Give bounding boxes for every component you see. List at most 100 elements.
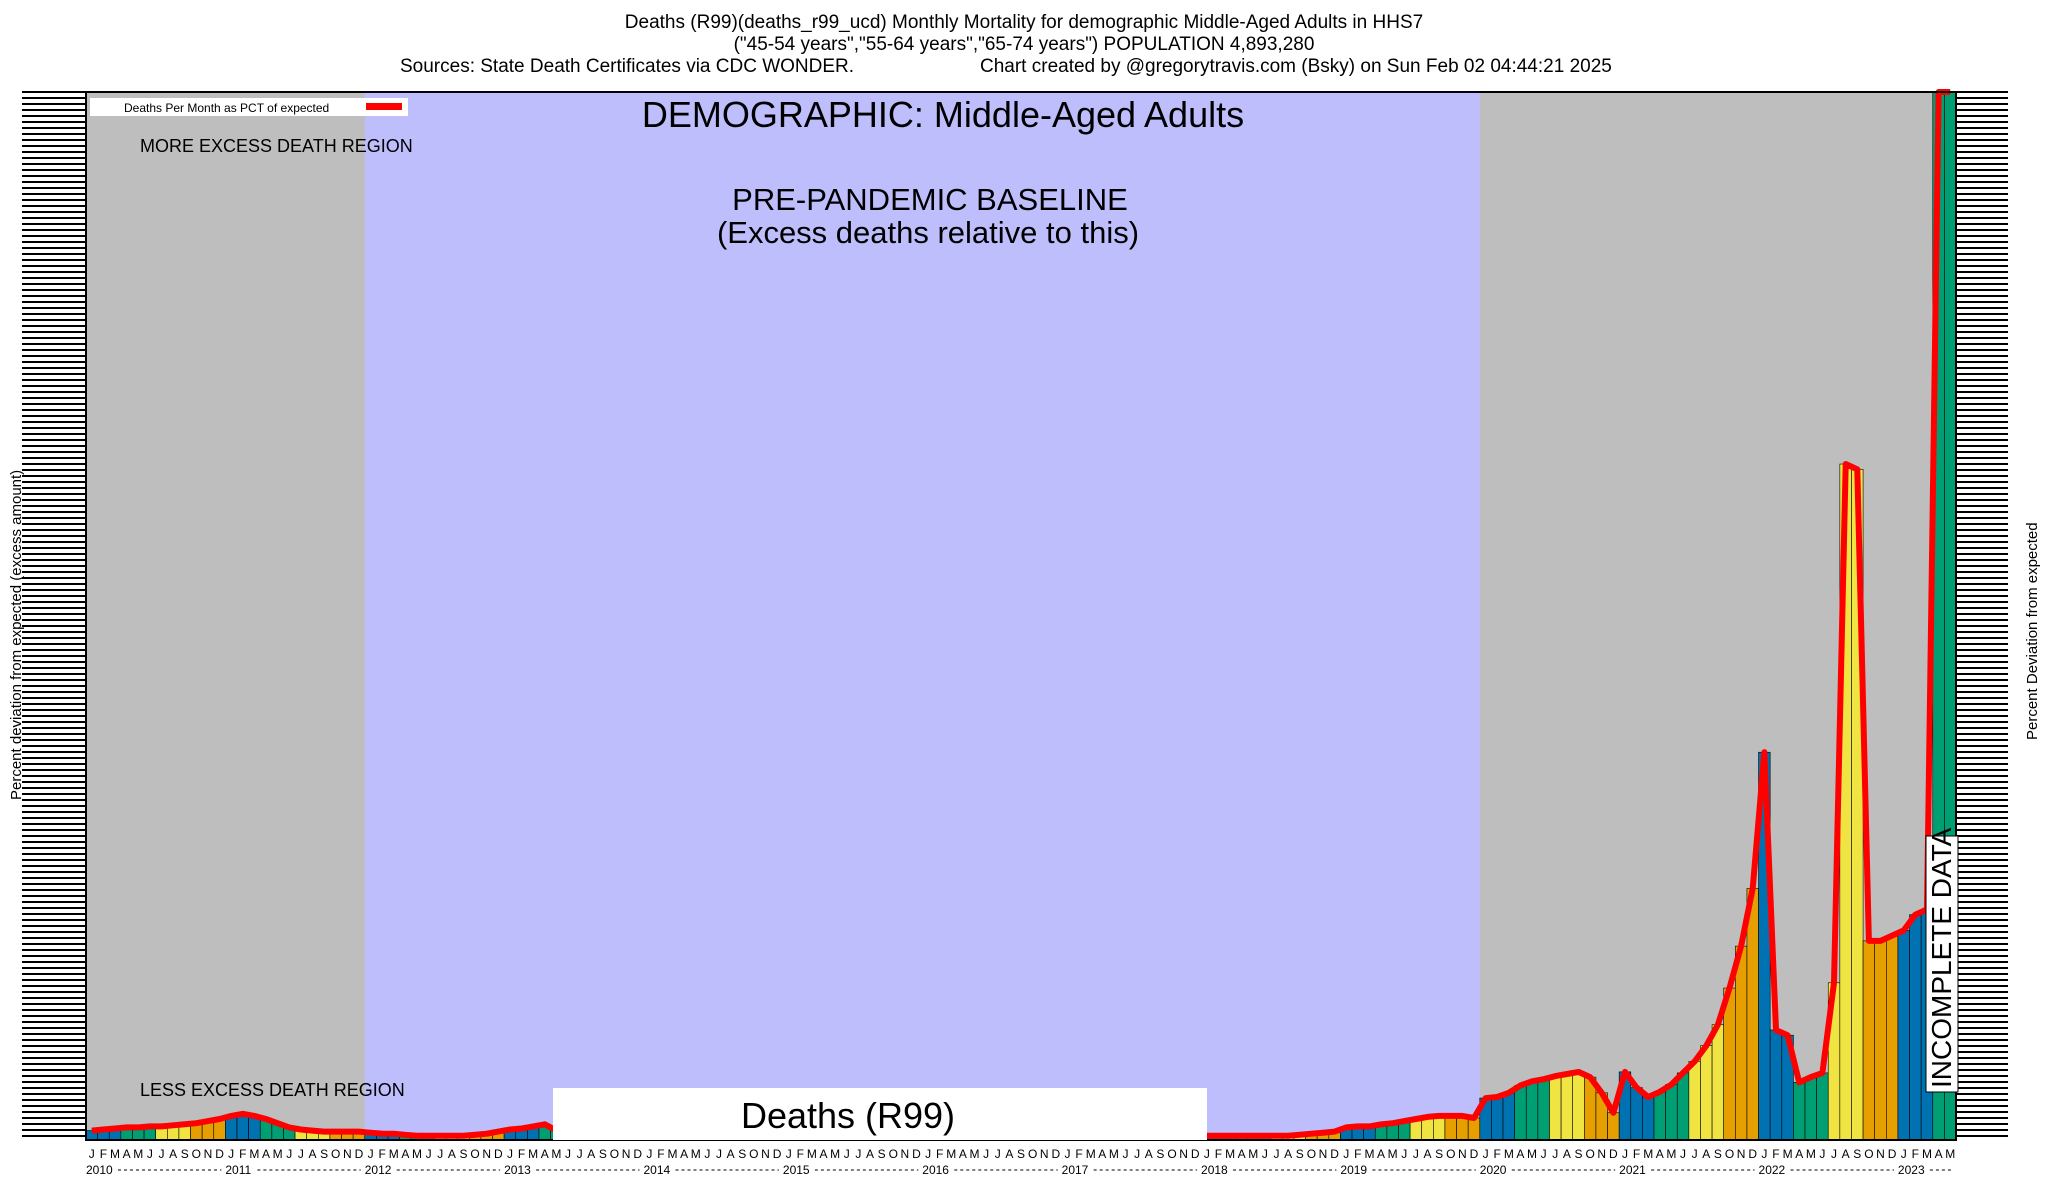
x-tick-label: D — [1330, 1147, 1339, 1161]
x-tick-label: M — [1248, 1147, 1258, 1161]
x-tick-label: D — [912, 1147, 921, 1161]
x-tick-label: N — [1319, 1147, 1328, 1161]
x-tick-label: J — [1274, 1147, 1280, 1161]
bar — [1897, 930, 1910, 1141]
x-tick-label: S — [738, 1147, 746, 1161]
x-tick-label: J — [1552, 1147, 1558, 1161]
x-tick-label: M — [110, 1147, 120, 1161]
x-tick-label: N — [482, 1147, 491, 1161]
bar — [1723, 987, 1736, 1141]
x-tick-label: F — [1912, 1147, 1919, 1161]
x-tick-label: O — [1167, 1147, 1176, 1161]
x-tick-label: J — [704, 1147, 710, 1161]
x-year-label: 2011 — [225, 1163, 251, 1177]
x-tick-label: M — [273, 1147, 283, 1161]
x-tick-label: A — [727, 1147, 735, 1161]
x-tick-label: O — [1864, 1147, 1873, 1161]
x-year-label: 2019 — [1340, 1163, 1367, 1177]
legend-box — [90, 98, 408, 116]
bar — [1804, 1076, 1817, 1141]
x-tick-label: J — [437, 1147, 443, 1161]
x-tick-label: M — [1364, 1147, 1374, 1161]
x-tick-label: S — [878, 1147, 886, 1161]
baseline-title: PRE-PANDEMIC BASELINE — [732, 182, 1128, 217]
x-tick-label: D — [633, 1147, 642, 1161]
bar — [1433, 1115, 1446, 1141]
bar — [1676, 1072, 1690, 1141]
x-tick-label: A — [1563, 1147, 1571, 1161]
x-tick-label: S — [1435, 1147, 1443, 1161]
x-tick-label: F — [1494, 1147, 1501, 1161]
x-tick-label: A — [1795, 1147, 1803, 1161]
x-tick-label: J — [1343, 1147, 1349, 1161]
x-tick-label: A — [1145, 1147, 1153, 1161]
bar — [1688, 1061, 1701, 1141]
cause-label-box — [553, 1088, 1207, 1140]
x-tick-label: J — [1123, 1147, 1129, 1161]
bar — [1653, 1091, 1666, 1141]
x-tick-label: J — [786, 1147, 792, 1161]
right-axis-ticks — [1956, 91, 2008, 1137]
x-tick-label: J — [507, 1147, 513, 1161]
x-tick-label: M — [1666, 1147, 1676, 1161]
x-tick-label: F — [239, 1147, 246, 1161]
x-tick-label: M — [1086, 1147, 1096, 1161]
x-tick-label: M — [1527, 1147, 1537, 1161]
x-tick-label: N — [901, 1147, 910, 1161]
x-tick-label: F — [1354, 1147, 1361, 1161]
x-tick-label: J — [228, 1147, 234, 1161]
x-tick-label: M — [807, 1147, 817, 1161]
x-tick-label: A — [1516, 1147, 1524, 1161]
bar — [1537, 1078, 1550, 1141]
bar — [1572, 1071, 1585, 1141]
x-tick-label: N — [761, 1147, 770, 1161]
bar — [1874, 940, 1887, 1141]
x-tick-label: F — [797, 1147, 804, 1161]
x-tick-label: D — [1052, 1147, 1061, 1161]
x-tick-label: D — [1748, 1147, 1757, 1161]
x-tick-label: J — [1134, 1147, 1140, 1161]
x-tick-label: A — [1702, 1147, 1710, 1161]
demographic-label: DEMOGRAPHIC: Middle-Aged Adults — [642, 94, 1244, 135]
bar — [1630, 1087, 1643, 1141]
x-tick-label: D — [494, 1147, 503, 1161]
x-tick-label: J — [147, 1147, 153, 1161]
less-excess-region-label: LESS EXCESS DEATH REGION — [140, 1080, 405, 1100]
x-tick-label: A — [541, 1147, 549, 1161]
x-year-label: 2018 — [1201, 1163, 1228, 1177]
x-tick-label: J — [1413, 1147, 1419, 1161]
x-tick-label: J — [983, 1147, 989, 1161]
x-tick-label: J — [1483, 1147, 1489, 1161]
x-tick-label: M — [946, 1147, 956, 1161]
bar — [1607, 1112, 1620, 1141]
x-tick-label: O — [1446, 1147, 1455, 1161]
x-tick-label: A — [123, 1147, 131, 1161]
x-tick-label: A — [587, 1147, 595, 1161]
x-tick-label: A — [1005, 1147, 1013, 1161]
x-tick-label: M — [1225, 1147, 1235, 1161]
x-tick-label: J — [298, 1147, 304, 1161]
x-tick-label: J — [1622, 1147, 1628, 1161]
x-tick-label: M — [528, 1147, 538, 1161]
left-axis-ticks — [22, 91, 86, 1137]
x-tick-label: N — [204, 1147, 213, 1161]
x-tick-label: S — [320, 1147, 328, 1161]
x-tick-label: M — [970, 1147, 980, 1161]
bar — [1909, 914, 1922, 1141]
x-tick-label: N — [1597, 1147, 1606, 1161]
x-year-label: 2016 — [922, 1163, 949, 1177]
legend-swatch — [366, 103, 402, 110]
sources-note: Sources: State Death Certificates via CD… — [400, 56, 855, 77]
x-tick-label: O — [610, 1147, 619, 1161]
x-tick-label: N — [1040, 1147, 1049, 1161]
x-year-label: 2012 — [365, 1163, 392, 1177]
x-tick-label: O — [1585, 1147, 1594, 1161]
bar — [1525, 1081, 1539, 1141]
bar — [236, 1113, 249, 1141]
x-tick-label: M — [1945, 1147, 1955, 1161]
x-tick-label: M — [249, 1147, 259, 1161]
x-tick-label: O — [1307, 1147, 1316, 1161]
x-tick-label: J — [89, 1147, 95, 1161]
x-tick-label: M — [1388, 1147, 1398, 1161]
bar — [1491, 1096, 1504, 1141]
